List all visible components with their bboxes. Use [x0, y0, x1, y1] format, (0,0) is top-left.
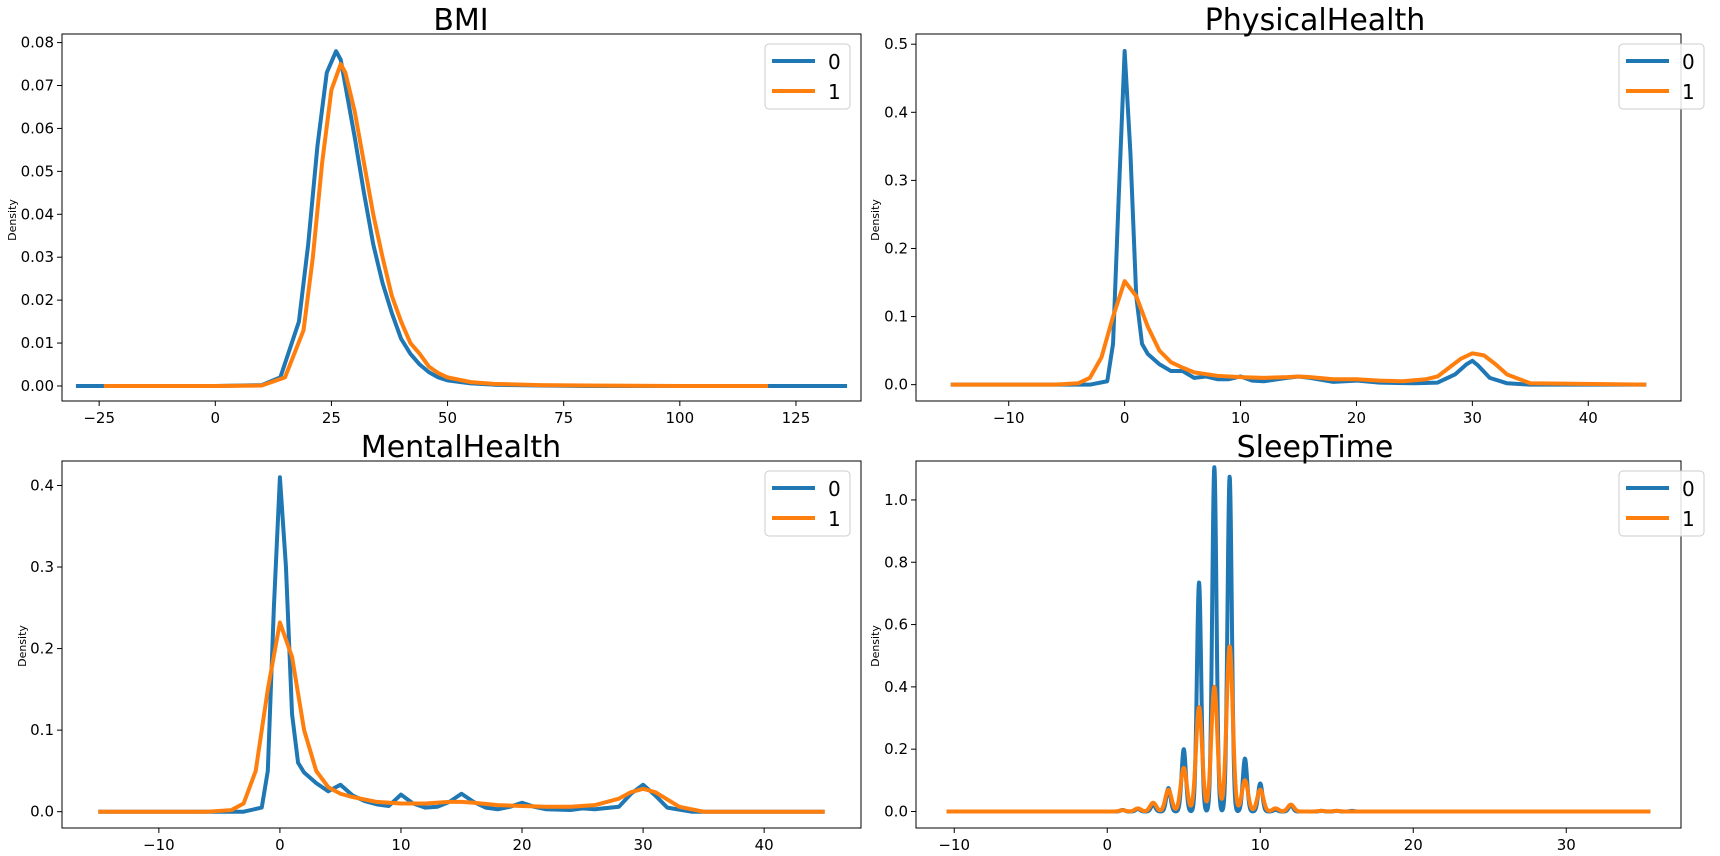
x-tick-label: 25	[322, 409, 341, 427]
y-tick-label: 0.3	[884, 171, 908, 189]
series-line-0	[98, 475, 825, 814]
panel-title: BMI	[433, 3, 488, 38]
y-tick-label: 0.01	[21, 334, 54, 352]
y-tick-label: 0.0	[884, 802, 908, 820]
x-tick-label: 30	[1557, 836, 1576, 854]
y-axis-label: Density	[869, 199, 882, 241]
y-tick-label: 0.00	[21, 377, 54, 395]
x-tick-label: 30	[1463, 409, 1482, 427]
x-tick-label: 75	[554, 409, 573, 427]
x-tick-label: −10	[143, 836, 175, 854]
y-tick-label: 0.1	[30, 721, 54, 739]
y-tick-label: 0.0	[30, 803, 54, 821]
series-line-1	[98, 620, 825, 814]
x-tick-label: 0	[211, 409, 221, 427]
y-tick-label: 0.2	[884, 239, 908, 257]
legend-label-0: 0	[1682, 50, 1695, 74]
x-tick-label: −10	[938, 836, 970, 854]
series-line-0	[75, 49, 848, 388]
series-line-1	[950, 279, 1647, 387]
x-tick-label: 10	[391, 836, 410, 854]
x-tick-label: 100	[666, 409, 695, 427]
x-tick-label: 50	[438, 409, 457, 427]
plot-frame	[61, 460, 862, 829]
panel-title: SleepTime	[1237, 430, 1394, 465]
x-tick-label: 10	[1251, 836, 1270, 854]
panel-title: MentalHealth	[361, 430, 561, 465]
plot-frame	[915, 33, 1682, 402]
legend-label-0: 0	[828, 477, 841, 501]
y-tick-label: 1.0	[884, 491, 908, 509]
series-line-1	[103, 62, 769, 388]
y-tick-label: 0.4	[884, 103, 908, 121]
legend-mentalhealth[interactable]: 0 1	[764, 470, 851, 537]
series-line-1	[944, 644, 1653, 814]
x-tick-label: 20	[1347, 409, 1366, 427]
y-tick-label: 0.02	[21, 291, 54, 309]
x-tick-label: 0	[275, 836, 285, 854]
legend-bmi[interactable]: 0 1	[764, 43, 851, 110]
legend-label-0: 0	[828, 50, 841, 74]
x-tick-label: 0	[1120, 409, 1130, 427]
series-lines	[75, 49, 848, 388]
y-tick-label: 0.8	[884, 553, 908, 571]
plot-area-sleeptime: −10 0 10 20 30 0.0 0.2 0.4 0.6 0.8 1.0	[884, 460, 1682, 854]
plot-area-physicalhealth: −10 0 10 20 30 40 0.0 0.1 0.2 0.3 0.4 0.5	[884, 33, 1682, 427]
y-tick-label: 0.06	[21, 119, 54, 137]
legend-physicalhealth[interactable]: 0 1	[1618, 43, 1705, 110]
legend-label-1: 1	[1682, 80, 1695, 104]
y-tick-label: 0.4	[30, 476, 54, 494]
x-tick-label: 30	[634, 836, 653, 854]
panel-bmi: BMI Density −25 0 25 50 75 100 125 0.00 0.01 0.02…	[6, 3, 862, 427]
panel-mentalhealth: MentalHealth Density −10 0 10 20 30 400.00.10…	[16, 430, 862, 854]
y-tick-label: 0.08	[21, 34, 54, 52]
series-line-0	[950, 49, 1647, 387]
series-line-0	[944, 465, 1653, 814]
y-tick-label: 0.5	[884, 35, 908, 53]
y-axis-label: Density	[6, 199, 19, 241]
series-lines	[98, 475, 825, 814]
y-tick-label: 0.2	[884, 740, 908, 758]
x-tick-label: 40	[1579, 409, 1598, 427]
y-tick-label: 0.6	[884, 616, 908, 634]
panel-title: PhysicalHealth	[1205, 3, 1426, 38]
panel-physicalhealth: PhysicalHealth Density −10 0 10 20 30 400.00.…	[869, 3, 1705, 427]
legend-label-1: 1	[828, 507, 841, 531]
x-tick-label: 20	[512, 836, 531, 854]
y-tick-label: 0.03	[21, 248, 54, 266]
y-axis-label: Density	[16, 625, 29, 667]
x-tick-label: 10	[1231, 409, 1250, 427]
plot-area-bmi: −25 0 25 50 75 100 125 0.00 0.01 0.02 0.03 0.04 0.05…	[21, 33, 862, 427]
x-tick-label: 0	[1102, 836, 1112, 854]
x-tick-label: 20	[1404, 836, 1423, 854]
x-tick-label: 40	[755, 836, 774, 854]
plot-frame	[61, 33, 862, 402]
y-tick-label: 0.2	[30, 640, 54, 658]
plot-area-mentalhealth: −10 0 10 20 30 400.00.10.20.30.4	[30, 460, 862, 854]
series-lines	[950, 49, 1647, 387]
plot-frame	[915, 460, 1682, 829]
y-tick-label: 0.1	[884, 308, 908, 326]
y-axis-label: Density	[869, 625, 882, 667]
x-tick-label: −25	[83, 409, 115, 427]
legend-label-0: 0	[1682, 477, 1695, 501]
y-tick-label: 0.05	[21, 162, 54, 180]
legend-label-1: 1	[1682, 507, 1695, 531]
legend-label-1: 1	[828, 80, 841, 104]
y-tick-label: 0.04	[21, 205, 54, 223]
series-lines	[944, 465, 1653, 814]
y-tick-label: 0.3	[30, 558, 54, 576]
y-tick-label: 0.4	[884, 678, 908, 696]
panel-sleeptime: SleepTime Density −10 0 10 20 300.00.20.40.6…	[869, 430, 1705, 854]
y-tick-label: 0.0	[884, 376, 908, 394]
legend-sleeptime[interactable]: 0 1	[1618, 470, 1705, 537]
x-tick-label: 125	[782, 409, 811, 427]
x-tick-label: −10	[993, 409, 1025, 427]
y-tick-label: 0.07	[21, 77, 54, 95]
